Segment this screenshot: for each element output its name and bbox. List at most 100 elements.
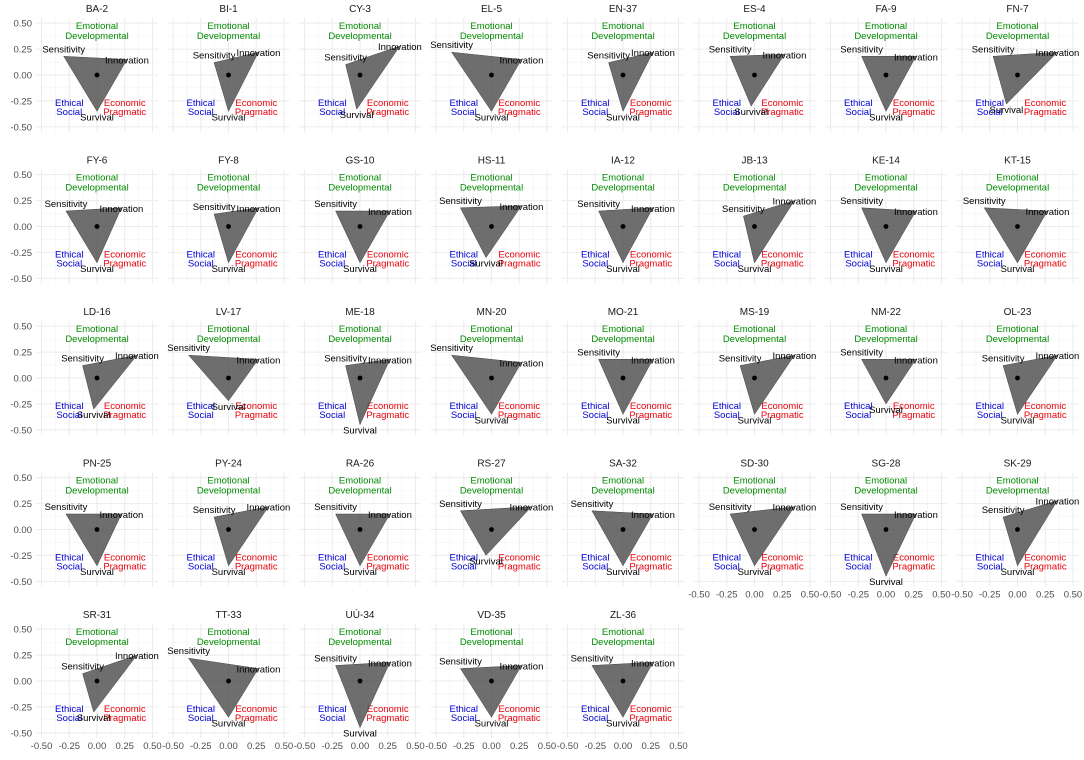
- corner-label-left-2: Social: [977, 561, 1003, 572]
- corner-label-right-1: Economic: [630, 249, 672, 260]
- vertex-label-innovation: Innovation: [368, 658, 412, 669]
- vertex-label-innovation: Innovation: [378, 42, 422, 53]
- corner-label-top-1: Emotional: [207, 324, 249, 335]
- vertex-label-survival: Survival: [77, 713, 111, 724]
- vertex-label-innovation: Innovation: [631, 48, 675, 59]
- corner-label-top-1: Emotional: [470, 21, 512, 32]
- center-point: [620, 72, 626, 78]
- corner-label-right-2: Pragmatic: [498, 713, 541, 724]
- corner-label-left-2: Social: [319, 107, 345, 118]
- corner-label-left-2: Social: [714, 561, 740, 572]
- corner-label-right-1: Economic: [104, 704, 146, 715]
- vertex-label-sensitivity: Sensitivity: [719, 354, 762, 365]
- vertex-label-sensitivity: Sensitivity: [45, 502, 88, 513]
- corner-label-top-1: Emotional: [470, 476, 512, 487]
- corner-label-left-2: Social: [582, 713, 608, 724]
- corner-label-left-2: Social: [714, 410, 740, 421]
- corner-label-right-2: Pragmatic: [498, 561, 541, 572]
- corner-label-top-1: Emotional: [996, 21, 1038, 32]
- vertex-label-innovation: Innovation: [368, 510, 412, 521]
- vertex-label-sensitivity: Sensitivity: [430, 40, 473, 51]
- vertex-label-innovation: Innovation: [894, 207, 938, 218]
- corner-label-right-2: Pragmatic: [366, 561, 409, 572]
- corner-label-top-2: Developmental: [591, 183, 654, 194]
- corner-label-top-2: Developmental: [723, 183, 786, 194]
- corner-label-left-1: Ethical: [581, 552, 610, 563]
- corner-label-left-1: Ethical: [450, 249, 479, 260]
- corner-label-left-1: Ethical: [187, 552, 216, 563]
- corner-label-left-1: Ethical: [581, 704, 610, 715]
- triangle-polygon: [459, 665, 522, 718]
- vertex-label-innovation: Innovation: [894, 355, 938, 366]
- vertex-label-sensitivity: Sensitivity: [577, 199, 620, 210]
- vertex-label-survival: Survival: [77, 410, 111, 421]
- y-tick-label: 0.00: [14, 222, 33, 233]
- triangle-polygon: [1002, 500, 1058, 567]
- vertex-label-innovation: Innovation: [247, 503, 291, 514]
- vertex-label-sensitivity: Sensitivity: [571, 499, 614, 510]
- vertex-label-sensitivity: Sensitivity: [439, 196, 482, 207]
- vertex-label-sensitivity: Sensitivity: [982, 354, 1025, 365]
- vertex-label-sensitivity: Sensitivity: [193, 505, 236, 516]
- x-tick-label: -0.25: [190, 741, 212, 752]
- x-tick-label: 0.00: [482, 741, 501, 752]
- panel-title: SA-32: [609, 459, 637, 470]
- panel-title: EL-5: [481, 4, 503, 15]
- y-tick-label: 0.25: [14, 499, 33, 510]
- corner-label-right-1: Economic: [761, 552, 803, 563]
- corner-label-top-2: Developmental: [328, 334, 391, 345]
- corner-label-top-1: Emotional: [339, 627, 381, 638]
- corner-label-right-2: Pragmatic: [892, 410, 935, 421]
- triangle-polygon: [459, 205, 522, 259]
- corner-label-top-2: Developmental: [986, 486, 1049, 497]
- center-point: [752, 527, 757, 532]
- panel-title: FN-7: [1006, 4, 1029, 15]
- vertex-label-survival: Survival: [990, 105, 1024, 116]
- corner-label-left-2: Social: [319, 713, 345, 724]
- triangle-polygon: [213, 506, 269, 567]
- corner-label-right-2: Pragmatic: [892, 107, 935, 118]
- center-point: [489, 375, 494, 381]
- corner-label-right-1: Economic: [367, 98, 409, 109]
- center-point: [489, 527, 494, 532]
- vertex-label-survival: Survival: [343, 426, 377, 437]
- panel-title: LD-16: [83, 307, 111, 318]
- y-tick-label: -0.50: [10, 274, 32, 285]
- corner-label-left-2: Social: [188, 713, 214, 724]
- corner-label-top-2: Developmental: [854, 31, 917, 42]
- panel-title: FY-8: [218, 156, 239, 167]
- x-tick-label: 0.00: [745, 590, 764, 601]
- corner-label-right-2: Pragmatic: [103, 107, 146, 118]
- triangle-polygon: [729, 54, 785, 107]
- center-point: [226, 678, 231, 684]
- y-tick-label: -0.25: [10, 551, 32, 562]
- y-tick-label: -0.50: [10, 122, 32, 133]
- vertex-label-survival: Survival: [212, 112, 246, 123]
- corner-label-left-2: Social: [56, 713, 82, 724]
- corner-label-right-2: Pragmatic: [366, 410, 409, 421]
- panel-title: NM-22: [871, 307, 901, 318]
- corner-label-left-1: Ethical: [581, 401, 610, 412]
- corner-label-top-1: Emotional: [339, 21, 381, 32]
- corner-label-right-2: Pragmatic: [366, 713, 409, 724]
- vertex-label-sensitivity: Sensitivity: [709, 44, 752, 55]
- corner-label-top-2: Developmental: [986, 334, 1049, 345]
- vertex-label-sensitivity: Sensitivity: [840, 44, 883, 55]
- vertex-label-survival: Survival: [475, 415, 509, 426]
- corner-label-right-1: Economic: [761, 401, 803, 412]
- vertex-label-sensitivity: Sensitivity: [314, 502, 357, 513]
- triangle-polygon: [63, 56, 128, 112]
- vertex-label-survival: Survival: [869, 112, 903, 123]
- corner-label-right-1: Economic: [630, 704, 672, 715]
- vertex-label-survival: Survival: [869, 577, 903, 588]
- x-tick-label: 0.25: [641, 741, 660, 752]
- vertex-label-survival: Survival: [340, 110, 374, 121]
- panel-title: SD-30: [740, 459, 769, 470]
